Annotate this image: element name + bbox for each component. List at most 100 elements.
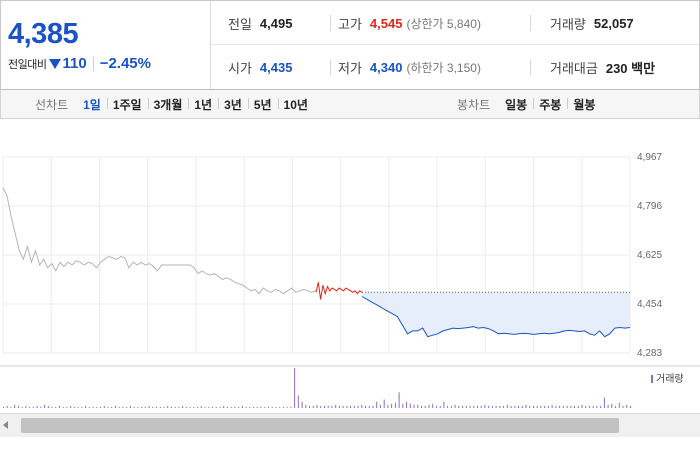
- y-tick-label: 4,967: [637, 152, 662, 163]
- volume-bar: [100, 406, 101, 408]
- volume-bar: [174, 406, 176, 408]
- volume-bar: [379, 404, 381, 408]
- volume-bar: [286, 406, 288, 408]
- volume-bar: [275, 406, 277, 408]
- volume-bar: [3, 406, 4, 408]
- price-series-line-2: [315, 282, 363, 300]
- period-3y[interactable]: 3년: [218, 96, 248, 113]
- period-5y[interactable]: 5년: [247, 96, 278, 113]
- chart-scrollbar[interactable]: [0, 413, 700, 437]
- volume-bar: [488, 405, 490, 408]
- change-row: 전일대비 110 −2.45%: [8, 55, 151, 72]
- volume-bar: [170, 406, 172, 408]
- y-tick-label: 4,454: [637, 299, 662, 310]
- volume-bar: [129, 405, 131, 408]
- candle-chart-group: 봉차트 일봉 주봉 월봉: [457, 90, 601, 118]
- change-rate: −2.45%: [99, 55, 151, 72]
- volume-bar: [316, 404, 318, 408]
- volume-bar: [73, 406, 75, 408]
- volume-bar: [159, 406, 161, 408]
- volume-bar: [365, 405, 366, 408]
- volume-bar: [544, 405, 546, 408]
- volume-bar: [305, 404, 307, 408]
- divider: [330, 59, 331, 75]
- volume-bar: [581, 404, 583, 408]
- period-10y[interactable]: 10년: [277, 96, 314, 113]
- volume-bar: [324, 405, 325, 408]
- volume-bar: [338, 405, 340, 408]
- volume-bar: [603, 397, 605, 408]
- volume-bar: [383, 399, 385, 408]
- volume-bar: [36, 405, 38, 408]
- volume-bar: [17, 405, 19, 408]
- volume-bar: [413, 404, 415, 408]
- change-divider: [92, 56, 94, 71]
- volume-bar: [626, 404, 628, 408]
- stat-label: 거래량: [550, 16, 586, 32]
- y-axis-labels: 4,967 4,796 4,625 4,454 4,283: [637, 152, 662, 359]
- y-tick-label: 4,625: [637, 250, 662, 261]
- volume-bar: [465, 405, 467, 408]
- stat-label: 고가: [338, 16, 362, 32]
- line-chart-label: 선차트: [35, 97, 69, 112]
- volume-bar: [126, 406, 128, 408]
- volume-bar: [499, 405, 501, 408]
- volume-bar: [588, 405, 590, 408]
- volume-bar: [585, 405, 587, 408]
- volume-bar: [185, 406, 187, 408]
- volume-bar: [551, 404, 553, 408]
- volume-bar: [25, 405, 27, 408]
- volume-bar: [432, 403, 434, 408]
- scrollbar-thumb[interactable]: [21, 418, 619, 433]
- volume-bar: [417, 404, 419, 408]
- volume-bar: [208, 406, 210, 408]
- stat-low: 저가 4,340 (하한가 3,150): [338, 45, 481, 89]
- volume-bar: [178, 406, 180, 408]
- volume-bar: [615, 405, 617, 408]
- volume-bar: [510, 405, 512, 408]
- volume-bar: [189, 406, 191, 408]
- period-1y[interactable]: 1년: [188, 96, 218, 113]
- candle-weekly[interactable]: 주봉: [533, 96, 567, 113]
- volume-bar: [6, 405, 8, 408]
- volume-bar: [514, 405, 516, 408]
- period-1d[interactable]: 1일: [83, 97, 101, 112]
- volume-bar: [320, 405, 322, 408]
- volume-bar: [368, 405, 370, 408]
- volume-bar: [428, 404, 430, 408]
- volume-bar: [96, 406, 98, 408]
- volume-bar: [264, 406, 266, 408]
- volume-bar: [611, 403, 613, 408]
- volume-bar: [469, 405, 471, 408]
- volume-bar: [525, 404, 527, 408]
- scrollbar-track[interactable]: [621, 418, 698, 433]
- period-3m[interactable]: 3개월: [147, 96, 189, 113]
- volume-bar: [62, 406, 64, 408]
- volume-bar: [361, 404, 363, 408]
- chart-period-toolbar: 선차트 1일 1주일 3개월 1년 3년 5년 10년 봉차트 일봉 주봉 월봉: [0, 90, 700, 119]
- volume-bar: [574, 405, 575, 408]
- candle-monthly[interactable]: 월봉: [567, 96, 601, 113]
- y-tick-label: 4,796: [637, 201, 662, 212]
- volume-bar: [81, 406, 83, 408]
- volume-bar: [212, 406, 213, 408]
- volume-bar: [577, 405, 579, 408]
- volume-bar: [357, 405, 359, 408]
- volume-bar: [152, 406, 154, 408]
- stat-label: 전일: [228, 16, 252, 32]
- period-1w[interactable]: 1주일: [106, 96, 148, 113]
- scroll-left-arrow-icon[interactable]: [3, 421, 8, 429]
- volume-bar: [600, 405, 602, 408]
- volume-bar: [398, 392, 400, 408]
- volume-bar: [622, 405, 624, 408]
- volume-bar: [353, 405, 355, 408]
- volume-bar: [402, 403, 404, 408]
- volume-bar: [562, 405, 564, 408]
- down-triangle-icon: [49, 58, 62, 69]
- stat-value: 4,435: [259, 59, 293, 75]
- candle-daily[interactable]: 일봉: [505, 97, 528, 112]
- volume-bar: [372, 405, 374, 408]
- volume-bar: [32, 406, 34, 408]
- volume-bar: [376, 401, 378, 408]
- price-chart: 4,967 4,796 4,625 4,454 4,283 거래량: [0, 120, 700, 410]
